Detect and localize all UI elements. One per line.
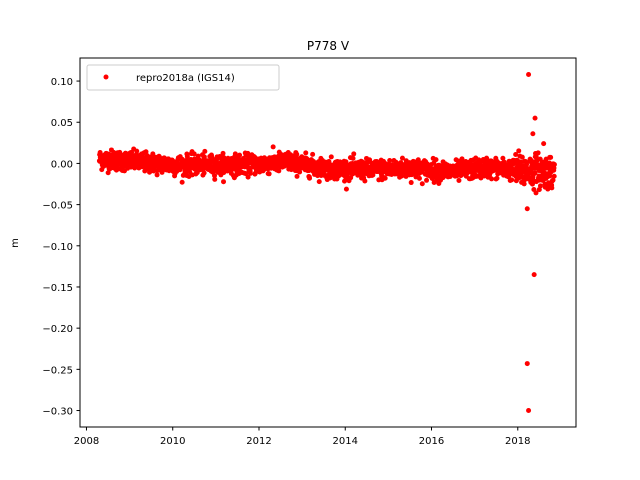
x-tick-label: 2018 [505, 436, 530, 447]
y-tick-label: 0.05 [51, 118, 73, 129]
legend: repro2018a (IGS14) [86, 64, 280, 91]
data-point [524, 206, 530, 212]
y-tick-label: 0.00 [51, 159, 73, 170]
y-tick-label: −0.20 [42, 324, 73, 335]
data-point [245, 174, 251, 180]
data-point [201, 170, 207, 176]
data-point [342, 178, 348, 184]
data-point [526, 408, 532, 414]
legend-box [86, 64, 280, 91]
data-point [362, 178, 368, 184]
x-tick-label: 2010 [160, 436, 185, 447]
x-tick-label: 2014 [333, 436, 358, 447]
legend-marker [103, 74, 109, 80]
data-point [270, 144, 276, 150]
data-point [530, 131, 536, 137]
data-point [310, 151, 316, 157]
data-point [537, 183, 543, 189]
data-point [456, 177, 462, 183]
data-point [294, 173, 300, 179]
data-point [316, 179, 322, 185]
data-point [134, 148, 140, 154]
data-point [548, 154, 554, 160]
data-point [489, 176, 495, 182]
data-point [519, 154, 525, 160]
data-point [521, 181, 527, 187]
data-point [541, 141, 547, 147]
y-axis: 0.10 0.05 0.00 −0.05 −0.10 −0.15 −0.20 −0.25 −0.… [42, 77, 80, 418]
data-point [532, 170, 538, 176]
data-point [221, 179, 227, 185]
y-axis-label: m [10, 238, 21, 248]
data-point [513, 151, 519, 157]
data-point [212, 173, 218, 179]
data-point [459, 156, 465, 162]
data-point [326, 158, 332, 164]
data-point [237, 152, 243, 158]
y-tick-label: −0.30 [42, 407, 73, 418]
data-point [212, 176, 218, 182]
data-point [382, 175, 388, 181]
data-point [266, 171, 272, 177]
data-point [433, 157, 439, 163]
data-point [424, 177, 430, 183]
data-point [399, 155, 405, 161]
x-tick-label: 2012 [246, 436, 271, 447]
data-point [191, 151, 197, 157]
legend-label: repro2018a (IGS14) [136, 73, 235, 84]
data-point [524, 161, 530, 167]
data-point [532, 115, 538, 121]
y-tick-label: 0.10 [51, 77, 73, 88]
plot-frame [79, 57, 577, 428]
data-point [416, 175, 422, 181]
data-point [350, 155, 356, 161]
y-tick-label: −0.05 [42, 201, 73, 212]
x-axis: 2008 2010 2012 2014 2016 2018 [74, 427, 531, 447]
data-point [220, 150, 226, 156]
data-point [328, 154, 334, 160]
y-tick-label: −0.15 [42, 283, 73, 294]
data-point [97, 149, 103, 155]
data-point [399, 173, 405, 179]
data-point [351, 151, 357, 157]
data-point [547, 173, 553, 179]
y-tick-label: −0.10 [42, 242, 73, 253]
data-point [343, 186, 349, 192]
data-point [524, 361, 530, 367]
data-point [184, 154, 190, 160]
data-point [247, 170, 253, 176]
data-point [202, 148, 208, 154]
data-point [533, 190, 539, 196]
data-point [535, 150, 541, 156]
y-tick-label: −0.25 [42, 365, 73, 376]
data-point [494, 175, 500, 181]
data-point [143, 149, 149, 155]
data-point [154, 172, 160, 178]
data-point [408, 180, 414, 186]
data-point [526, 71, 532, 77]
data-point [551, 173, 557, 179]
chart-title: P778 V [307, 39, 350, 53]
data-point [551, 162, 557, 167]
data-points [96, 71, 557, 414]
data-point [294, 151, 300, 157]
data-point [419, 181, 425, 187]
x-tick-label: 2016 [419, 436, 444, 447]
data-point [549, 185, 555, 191]
data-point [509, 177, 515, 183]
data-point [307, 175, 313, 181]
data-point [550, 177, 556, 183]
data-point [531, 272, 537, 278]
data-point [370, 172, 376, 178]
data-point [500, 155, 506, 161]
data-point [179, 179, 185, 185]
data-point [516, 148, 522, 154]
data-point [276, 168, 282, 174]
data-point [303, 150, 309, 156]
x-tick-label: 2008 [74, 436, 99, 447]
data-point [387, 158, 393, 164]
data-point [150, 151, 156, 157]
